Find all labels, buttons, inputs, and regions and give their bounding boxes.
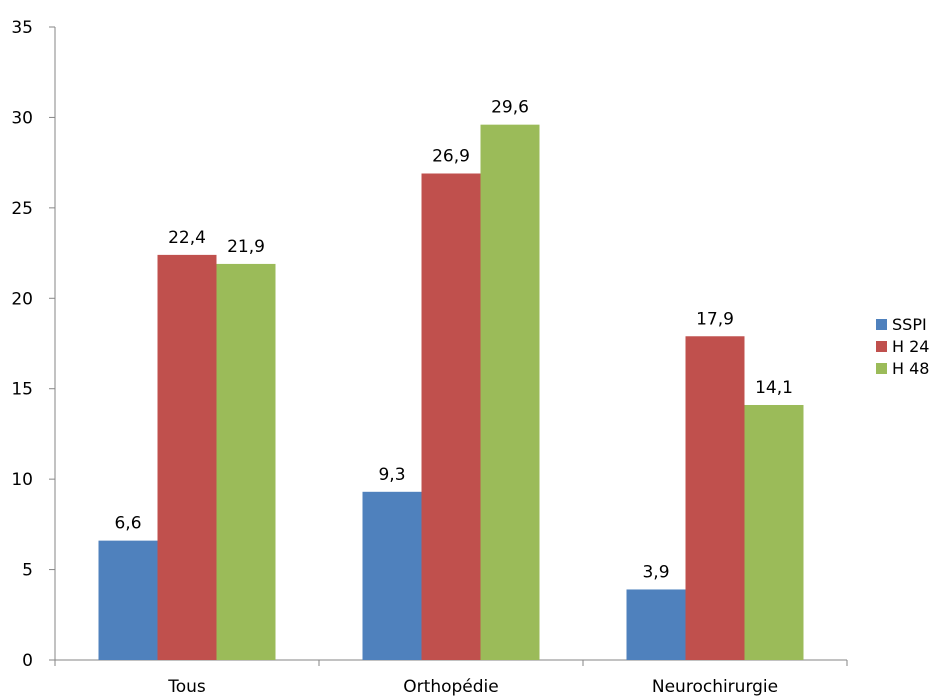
category-label: Tous [167, 677, 206, 697]
category-label: Neurochirurgie [652, 677, 778, 697]
legend-swatch [876, 341, 887, 352]
data-label: 21,9 [227, 237, 265, 257]
y-tick-label: 10 [11, 470, 33, 490]
bar-sspi-2 [626, 589, 686, 660]
data-labels: 6,6 22,4 21,9 9,3 26,9 29,6 3,9 17,9 14,1 [114, 98, 792, 583]
y-ticks: 0 5 10 15 20 25 30 35 [11, 18, 55, 671]
legend-swatch [876, 319, 887, 330]
y-tick-label: 15 [11, 380, 33, 400]
data-label: 14,1 [755, 378, 793, 398]
bar-h48-2 [744, 404, 804, 660]
y-tick-label: 30 [11, 108, 33, 128]
data-label: 29,6 [491, 98, 529, 118]
data-label: 9,3 [378, 465, 405, 485]
legend-label: H 24 [892, 337, 929, 356]
bars [98, 124, 804, 661]
bar-sspi-0 [98, 540, 158, 660]
data-label: 3,9 [642, 562, 669, 582]
legend: SSPI H 24 H 48 [876, 315, 929, 378]
y-tick-label: 25 [11, 199, 33, 219]
data-label: 17,9 [696, 309, 734, 329]
data-label: 26,9 [432, 146, 470, 166]
bar-sspi-1 [362, 491, 422, 660]
bar-h24-1 [421, 173, 481, 660]
legend-label: SSPI [892, 315, 927, 334]
legend-swatch [876, 363, 887, 374]
data-label: 22,4 [168, 228, 206, 248]
bar-h48-1 [480, 124, 540, 661]
y-tick-label: 20 [11, 289, 33, 309]
category-label: Orthopédie [403, 677, 498, 697]
y-tick-label: 5 [22, 561, 33, 581]
bar-h24-0 [157, 254, 217, 660]
data-label: 6,6 [114, 514, 141, 534]
bar-h48-0 [216, 263, 276, 660]
y-tick-label: 0 [22, 651, 33, 671]
x-ticks: Tous Orthopédie Neurochirurgie [54, 660, 848, 697]
bar-h24-2 [685, 336, 745, 660]
y-tick-label: 35 [11, 18, 33, 38]
legend-label: H 48 [892, 359, 929, 378]
